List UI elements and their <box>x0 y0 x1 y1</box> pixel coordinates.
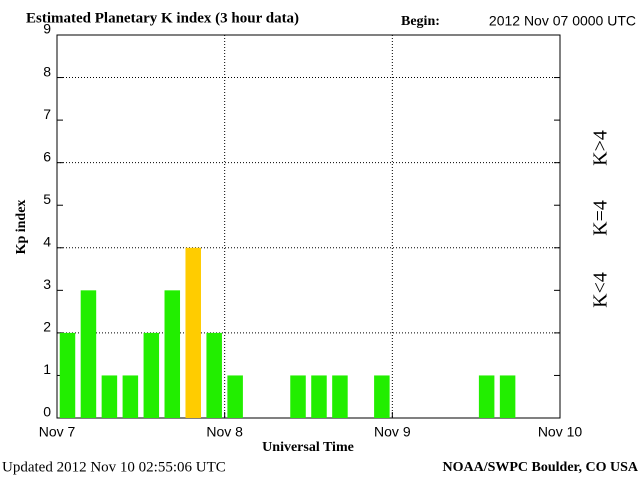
chart-title: Estimated Planetary K index (3 hour data… <box>26 10 299 26</box>
bar <box>478 375 495 418</box>
plot-frame <box>56 34 561 419</box>
bar <box>101 375 118 418</box>
bar <box>374 375 390 418</box>
bar <box>59 332 76 418</box>
x-tick-label: Nov 9 <box>374 424 411 440</box>
y-axis-label: Kp index <box>14 200 29 255</box>
x-axis-label: Universal Time <box>262 440 354 455</box>
y-tick-label: 2 <box>43 319 51 335</box>
x-tick-label: Nov 8 <box>206 424 243 440</box>
y-tick-label: 1 <box>43 361 51 377</box>
source: NOAA/SWPC Boulder, CO USA <box>442 460 638 475</box>
y-tick-label: 5 <box>43 191 51 207</box>
y-tick-label: 6 <box>43 148 51 164</box>
begin-date: 2012 Nov 07 0000 UTC <box>489 13 636 29</box>
legend-label: K=4 <box>590 200 612 236</box>
bar <box>143 332 160 418</box>
bar <box>185 247 201 418</box>
bar <box>332 375 348 418</box>
y-tick-label: 9 <box>43 21 51 37</box>
legend-label: K>4 <box>590 130 612 166</box>
y-tick-label: 7 <box>43 106 51 122</box>
x-tick-label: Nov 10 <box>538 424 583 440</box>
bar <box>311 375 327 418</box>
bar <box>206 332 222 418</box>
updated: Updated 2012 Nov 10 02:55:06 UTC <box>2 459 226 475</box>
bar <box>290 375 306 418</box>
y-tick-label: 0 <box>43 404 51 420</box>
bar <box>227 375 243 418</box>
legend-label: K<4 <box>590 272 612 308</box>
bar <box>122 375 139 418</box>
y-tick-label: 3 <box>43 276 51 292</box>
y-tick-label: 4 <box>43 233 51 249</box>
bar <box>80 290 97 418</box>
x-tick-label: Nov 7 <box>39 424 76 440</box>
begin-label: Begin: <box>401 14 440 29</box>
bar <box>164 290 181 418</box>
y-tick-label: 8 <box>43 63 51 79</box>
bar <box>499 375 516 418</box>
